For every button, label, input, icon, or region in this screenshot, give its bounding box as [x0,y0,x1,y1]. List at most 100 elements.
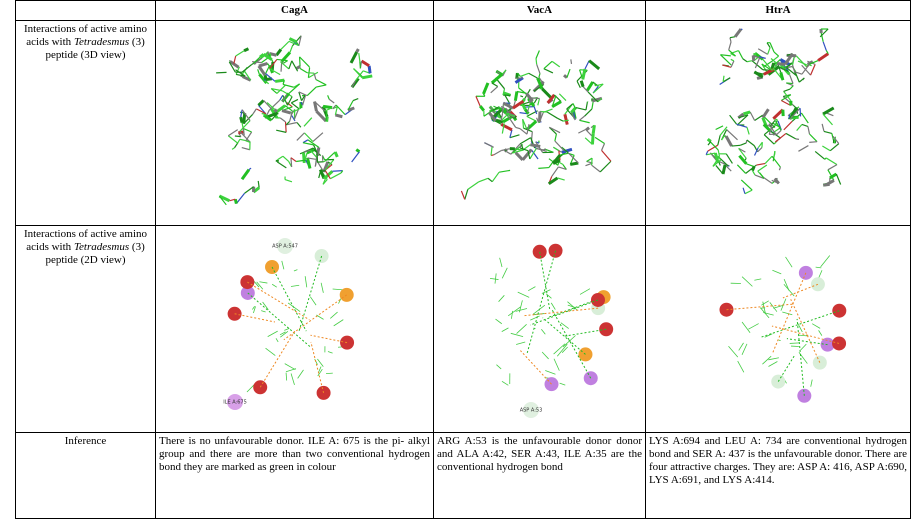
interaction [726,304,793,310]
bond [330,312,337,318]
bond [316,152,317,161]
bond [516,342,525,345]
bond [281,261,283,269]
bond [307,158,309,169]
label-italic: Tetradesmus [74,36,129,48]
bond [594,83,595,86]
bond [745,158,746,160]
bond [825,158,826,159]
bond [259,282,267,283]
interaction [778,356,794,382]
bond [730,38,731,42]
bond [731,59,734,61]
bond [587,102,588,103]
bond [496,365,501,369]
bond [816,267,822,268]
bond [575,108,585,110]
residue [227,307,241,321]
bond [291,61,297,71]
bond [335,152,337,157]
bond [243,113,244,124]
bond [320,171,325,172]
bond [293,270,296,271]
bond [515,91,517,100]
residue [265,260,279,274]
bond [491,83,497,87]
bond [216,72,226,73]
bond [754,279,761,280]
bond [356,49,358,52]
bond [591,165,600,172]
bond [315,79,325,84]
bond [235,199,236,203]
bond [335,115,342,117]
residue [813,356,827,370]
bond [351,152,359,162]
bond [305,276,307,287]
bond [735,29,741,37]
bond [299,57,300,67]
bond [732,145,741,146]
bond [276,49,280,55]
bond [536,64,539,73]
bond [265,75,266,79]
bond [718,150,719,156]
bond [240,110,241,117]
bond [552,61,560,67]
bond [560,153,568,155]
bond [242,170,249,180]
bond [314,359,317,365]
bond [284,364,295,370]
diagram-2d: ASP A:53 [450,226,630,426]
bond [729,42,731,50]
bond [275,80,284,81]
bond [798,146,808,152]
bond [530,316,539,320]
bond [291,99,298,102]
bond [566,69,569,78]
bond [745,190,752,194]
residue [314,249,328,263]
bond [258,63,267,66]
bond [799,78,804,82]
bond [784,89,790,91]
bond [767,43,770,48]
bond [758,165,767,171]
bond [491,75,501,83]
interaction [247,282,309,320]
bond [280,118,285,122]
bond [245,132,251,141]
bond [330,173,341,179]
bond [726,154,732,164]
bond [228,136,238,144]
bond [570,163,578,164]
bond [316,315,323,319]
bond [823,114,833,125]
bond [333,320,343,326]
bond [467,182,478,189]
bond [538,168,549,169]
bond [743,59,747,62]
bond [579,120,589,122]
bond [275,338,277,342]
bond [291,103,298,109]
bond [289,39,296,42]
bond [741,29,742,30]
bond [291,374,294,385]
bond [764,177,772,183]
bond [520,96,523,97]
bond [520,73,528,76]
bond [586,158,592,161]
bond [501,381,507,385]
bond [237,139,239,142]
bond [723,165,725,174]
bond [750,112,754,121]
bond [809,134,817,142]
interaction [542,318,585,355]
bond [296,123,300,128]
bond [763,109,769,118]
bond [498,295,504,301]
bond [808,126,810,134]
bond [461,191,464,199]
bond [772,270,781,274]
